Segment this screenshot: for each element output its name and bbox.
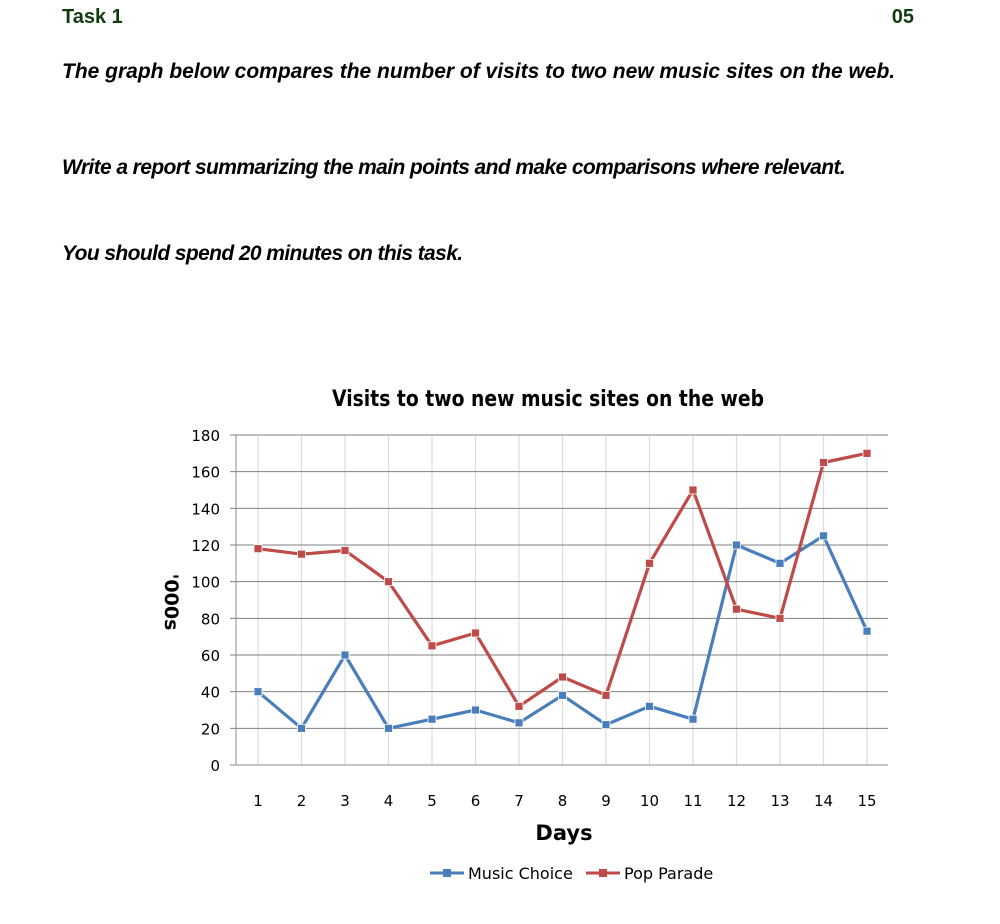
y-tick-label: 60 — [201, 647, 220, 665]
prompt-description: The graph below compares the number of v… — [62, 60, 896, 83]
series-lines — [253, 448, 872, 733]
data-point-marker — [514, 718, 524, 728]
data-point-marker — [384, 577, 393, 587]
data-point-marker — [862, 626, 872, 636]
page-number: 05 — [891, 6, 914, 28]
x-tick-label: 7 — [514, 792, 524, 810]
y-tick-label: 180 — [191, 427, 220, 445]
x-tick-label: 5 — [427, 792, 437, 810]
data-point-marker — [471, 628, 480, 638]
x-tick-label: 10 — [640, 792, 659, 810]
data-point-marker — [645, 558, 654, 568]
data-point-marker — [427, 641, 437, 651]
legend-label: Music Choice — [468, 864, 573, 883]
y-tick-label: 40 — [201, 684, 220, 702]
data-point-marker — [601, 690, 611, 700]
legend: Music Choice Pop Parade — [430, 864, 713, 883]
y-tick-label: 160 — [191, 464, 220, 482]
data-point-marker — [732, 540, 741, 550]
legend-swatch-marker — [443, 869, 451, 877]
x-tick-labels: 1 2 3 4 5 6 7 8 9 10 11 12 13 14 15 — [253, 792, 876, 810]
data-point-marker — [297, 549, 306, 559]
data-point-marker — [775, 613, 785, 623]
y-tick-label: 80 — [201, 610, 220, 628]
chart-title: Visits to two new music sites on the web — [332, 387, 764, 412]
x-tick-label: 2 — [297, 792, 307, 810]
data-point-marker — [645, 701, 654, 711]
legend-label: Pop Parade — [624, 864, 713, 883]
data-point-marker — [253, 544, 263, 554]
x-tick-label: 3 — [340, 792, 350, 810]
x-tick-label: 4 — [384, 792, 394, 810]
gridlines — [230, 434, 888, 766]
data-point-marker — [819, 458, 828, 467]
task-label: Task 1 — [62, 6, 123, 28]
data-point-marker — [558, 690, 567, 700]
data-point-marker — [819, 531, 828, 541]
prompt-instruction: Write a report summarizing the main poin… — [62, 156, 846, 179]
y-tick-label: 120 — [191, 537, 220, 555]
prompt-time-limit: You should spend 20 minutes on this task… — [62, 242, 463, 265]
y-tick-label: 0 — [210, 757, 220, 775]
data-point-marker — [688, 714, 698, 724]
y-tick-label: 20 — [201, 720, 220, 738]
data-point-marker — [253, 687, 263, 697]
data-point-marker — [862, 448, 872, 458]
x-tick-label: 12 — [727, 792, 746, 810]
data-point-marker — [514, 701, 524, 711]
data-point-marker — [297, 723, 306, 733]
y-tick-label: 100 — [191, 574, 220, 592]
data-point-marker — [340, 650, 350, 660]
x-tick-label: 15 — [857, 792, 876, 810]
y-tick-labels: 0 20 40 60 80 100 120 140 160 180 — [191, 427, 220, 775]
x-axis-label: Days — [535, 821, 592, 845]
x-tick-label: 13 — [770, 792, 789, 810]
data-point-marker — [558, 672, 567, 682]
data-point-marker — [340, 546, 350, 555]
data-point-marker — [601, 720, 611, 730]
y-tick-label: 140 — [191, 500, 220, 518]
x-tick-label: 1 — [253, 792, 263, 810]
data-point-marker — [688, 485, 698, 495]
x-tick-label: 6 — [471, 792, 481, 810]
data-point-marker — [471, 705, 480, 715]
x-tick-label: 8 — [558, 792, 568, 810]
x-tick-label: 9 — [601, 792, 611, 810]
x-tick-label: 14 — [814, 792, 833, 810]
data-point-marker — [427, 714, 437, 724]
legend-swatch-marker — [599, 869, 607, 877]
x-tick-label: 11 — [683, 792, 702, 810]
data-point-marker — [732, 604, 741, 614]
data-point-marker — [384, 723, 393, 733]
data-point-marker — [775, 558, 785, 568]
y-axis-label: '000s — [160, 574, 182, 631]
